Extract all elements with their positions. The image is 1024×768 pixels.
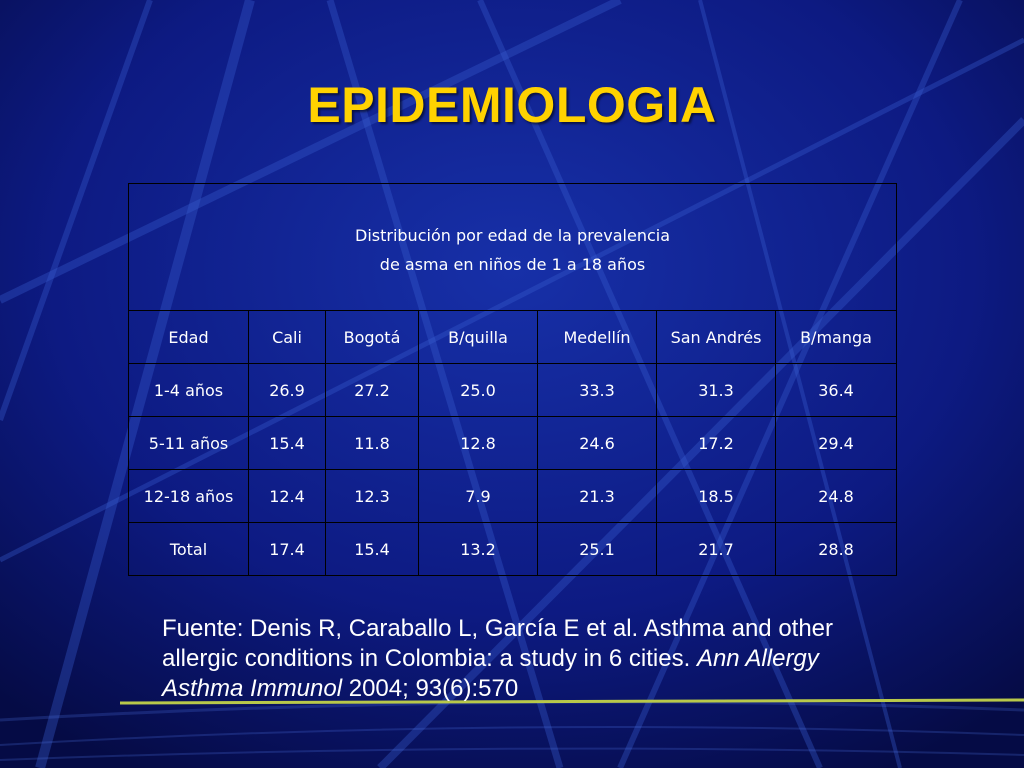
table-row-total: Total 17.4 15.4 13.2 25.1 21.7 28.8 [128,522,898,576]
table-cell: 1-4 años [128,363,249,417]
table-cell: 18.5 [656,469,776,523]
table-cell: 5-11 años [128,416,249,470]
table-cell: 11.8 [325,416,419,470]
table-row: 5-11 años 15.4 11.8 12.8 24.6 17.2 29.4 [128,416,898,470]
table-cell: 25.0 [418,363,538,417]
table-caption-row: Distribución por edad de la prevalencia … [127,183,898,311]
table-cell: 24.6 [537,416,657,470]
header-cell-cali: Cali [248,310,326,364]
accent-divider [119,698,1024,705]
table-row: 1-4 años 26.9 27.2 25.0 33.3 31.3 36.4 [128,363,898,417]
header-cell-san-andres: San Andrés [656,310,776,364]
table-cell: 17.2 [656,416,776,470]
table-cell: 26.9 [248,363,326,417]
table-cell: 15.4 [325,522,419,576]
journal-name: Ann Allergy Asthma Immunol [162,645,819,702]
header-cell-medellin: Medellín [537,310,657,364]
table-cell: 31.3 [656,363,776,417]
table-cell: 7.9 [418,469,538,523]
table-cell: 12.8 [418,416,538,470]
table-cell: 21.7 [656,522,776,576]
header-cell-barranquilla: B/quilla [418,310,538,364]
table-cell: 36.4 [774,363,898,417]
table-cell: Total [128,522,249,576]
header-cell-edad: Edad [128,310,249,364]
header-cell-bogota: Bogotá [325,310,419,364]
header-cell-bucaramanga: B/manga [774,310,898,364]
table-caption: Distribución por edad de la prevalencia … [127,183,898,311]
table-cell: 27.2 [325,363,419,417]
table-cell: 13.2 [418,522,538,576]
table-cell: 21.3 [537,469,657,523]
table-cell: 12.3 [325,469,419,523]
table-caption-line: de asma en niños de 1 a 18 años [379,255,646,274]
table-cell: 24.8 [774,469,898,523]
table-caption-line: Distribución por edad de la prevalencia [355,226,671,245]
page-title: EPIDEMIOLOGIA [307,77,717,133]
table-cell: 25.1 [537,522,657,576]
source-text: Fuente: Denis R, Caraballo L, García E e… [162,615,834,672]
table-cell: 28.8 [774,522,898,576]
table-cell: 12-18 años [128,469,249,523]
prevalence-table: Distribución por edad de la prevalencia … [127,183,898,576]
citation-details: 2004; 93(6):570 [342,675,519,702]
table-cell: 12.4 [248,469,326,523]
table-header-row: Edad Cali Bogotá B/quilla Medellín San A… [128,310,898,364]
table-cell: 33.3 [537,363,657,417]
source-citation: Fuente: Denis R, Caraballo L, García E e… [162,614,902,704]
table-row: 12-18 años 12.4 12.3 7.9 21.3 18.5 24.8 [128,469,898,523]
table-cell: 17.4 [248,522,326,576]
table-cell: 15.4 [248,416,326,470]
table-cell: 29.4 [774,416,898,470]
